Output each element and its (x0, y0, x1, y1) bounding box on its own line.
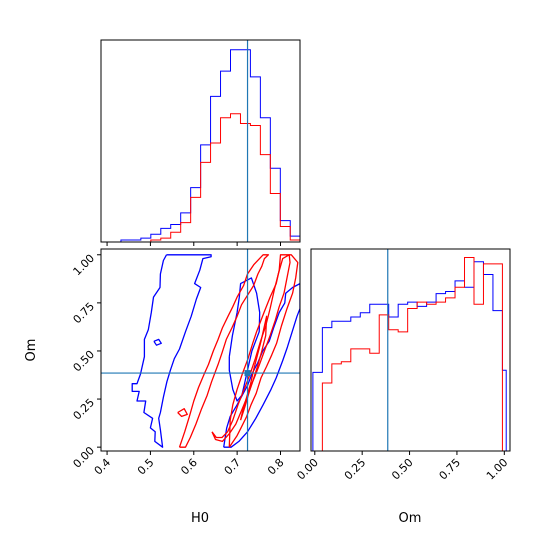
h0-x-tick-label-0: 0.4 (92, 456, 114, 478)
om-y-tick-label-4: 1.00 (71, 252, 98, 279)
om-y-tick-label-1: 0.25 (71, 396, 98, 423)
h0-x-tick-label-1: 0.5 (135, 456, 157, 478)
h0-histogram-panel (100, 39, 301, 246)
truth-marker (244, 370, 251, 377)
om-x-tick-label-0: 0.00 (294, 456, 321, 483)
om-y-tick-label-2: 0.50 (71, 348, 98, 375)
om-x-axis-label: Om (399, 511, 422, 526)
om-y-tick-label-3: 0.75 (71, 300, 98, 327)
om-hist-frame (310, 248, 511, 452)
h0-axis-label: H0 (191, 511, 209, 526)
om-x-tick-label-2: 0.50 (389, 456, 416, 483)
om-y-axis-label: Om (24, 339, 39, 362)
contour-2-path-4 (239, 315, 268, 421)
contour-1-path-2 (223, 282, 300, 448)
h0-hist-frame (100, 39, 301, 243)
contour-frame (100, 248, 301, 452)
contour-2-path-0 (178, 254, 270, 448)
h0-hist-series-2 (101, 113, 300, 242)
h0-om-contour-panel: 0.4 0.5 0.6 0.7 0.80.000.250.500.751.00 (71, 248, 301, 478)
h0-x-tick-label-2: 0.6 (178, 456, 200, 478)
om-histogram-panel: 0.00 0.25 0.50 0.75 1.00 (294, 248, 511, 483)
om-x-tick-label-1: 0.25 (342, 456, 369, 483)
h0-x-tick-label-3: 0.7 (222, 456, 244, 478)
om-hist-series-1 (312, 261, 507, 451)
contour-2-path-2 (228, 254, 299, 448)
h0-x-tick-label-4: 0.8 (265, 456, 287, 478)
contour-1-path-1 (153, 338, 162, 346)
om-x-tick-label-4: 1.00 (484, 456, 511, 483)
om-x-tick-label-3: 0.75 (437, 456, 464, 483)
h0-hist-series-1 (101, 49, 300, 242)
contour-2-path-1 (177, 408, 188, 418)
contour-1-path-0 (131, 254, 212, 448)
contour-2-path-3 (211, 254, 291, 443)
contour-1-path-3 (228, 277, 261, 402)
om-hist-series-2 (312, 257, 507, 451)
